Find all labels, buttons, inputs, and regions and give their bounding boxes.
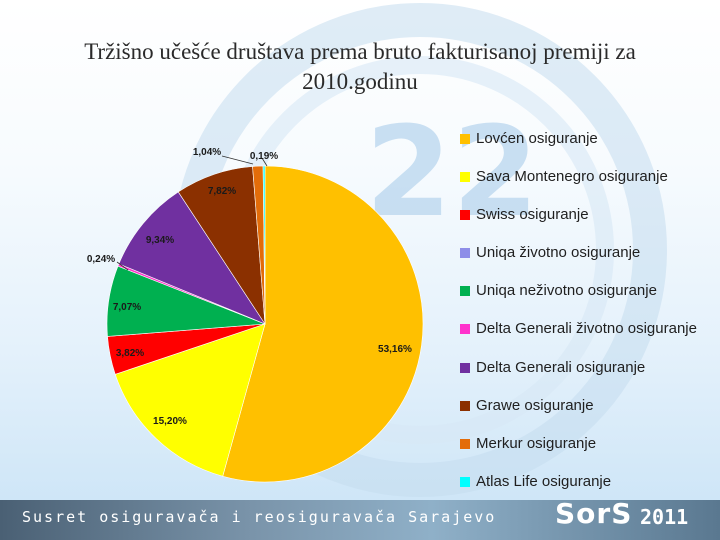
footer-text: Susret osiguravača i reosiguravača Saraj… [22,508,497,526]
data-label-lovcen-osiguranje: 53,16% [378,344,412,355]
legend-swatch [460,210,470,221]
legend-item-grawe-osiguranje: Grawe osiguranje [460,397,710,435]
legend-item-delta-generali-zivotno-osiguranje: Delta Generali životno osiguranje [460,320,710,358]
data-label-swiss-osiguranje: 3,82% [116,348,144,359]
background-number: 22 [365,100,539,245]
legend-item-atlas-life-osiguranje: Atlas Life osiguranje [460,473,710,511]
data-label-delta-generali-osiguranje: 9,34% [146,235,174,246]
leader-line-delta-generali-zivotno-osiguranje [116,261,129,271]
legend-label: Lovćen osiguranje [476,130,598,147]
chart-legend: Lovćen osiguranje Sava Montenegro osigura… [460,130,710,511]
data-label-sava-montenegro-osiguranje: 15,20% [153,416,187,427]
leader-line-merkur-osiguranje [221,155,254,165]
legend-swatch [460,438,470,449]
data-label-uniqa-nezivotno-osiguranje: 7,07% [113,302,141,313]
legend-label: Sava Montenegro osiguranje [476,168,668,186]
legend-label: Uniqa životno osiguranje [476,244,641,262]
footer-logo: SorS [555,497,633,530]
pie-slice-delta-generali-osiguranje [118,191,266,325]
legend-label: Uniqa neživotno osiguranje [476,282,657,300]
legend-item-uniqa-zivotno-osiguranje: Uniqa životno osiguranje [460,244,710,282]
legend-item-delta-generali-osiguranje: Delta Generali osiguranje [460,359,710,397]
legend-label: Delta Generali životno osiguranje [476,320,697,338]
data-label-delta-generali-zivotno-osiguranje: 0,24% [87,254,115,265]
leader-line-atlas-life-osiguranje [261,157,268,167]
legend-item-merkur-osiguranje: Merkur osiguranje [460,435,710,473]
legend-swatch [460,362,470,373]
data-label-merkur-osiguranje: 1,04% [193,147,221,158]
data-label-grawe-osiguranje: 7,82% [208,186,236,197]
legend-label: Merkur osiguranje [476,434,597,452]
pie-slice-lovcen-osiguranje [222,165,424,483]
legend-item-lovcen-osiguranje: Lovćen osiguranje [460,130,710,168]
legend-label: Swiss osiguranje [476,206,589,224]
legend-swatch [460,400,470,411]
pie-slice-atlas-life-osiguranje [262,165,266,325]
legend-label: Grawe osiguranje [476,396,594,414]
footer-bar [0,500,720,540]
legend-item-swiss-osiguranje: Swiss osiguranje [460,206,710,244]
legend-label: Delta Generali osiguranje [476,358,646,376]
legend-swatch [460,172,470,183]
legend-swatch [460,476,470,487]
legend-swatch [460,286,470,297]
legend-swatch [460,248,470,259]
data-label-atlas-life-osiguranje: 0,19% [250,151,278,162]
legend-label: Atlas Life osiguranje [476,472,612,490]
legend-item-uniqa-nezivotno-osiguranje: Uniqa neživotno osiguranje [460,282,710,320]
slide-title: Tržišno učešće društava prema bruto fakt… [84,39,636,94]
legend-swatch [460,324,470,335]
legend-swatch [460,134,470,144]
legend-item-sava-montenegro-osiguranje: Sava Montenegro osiguranje [460,168,710,206]
footer-year: 2011 [640,505,689,529]
